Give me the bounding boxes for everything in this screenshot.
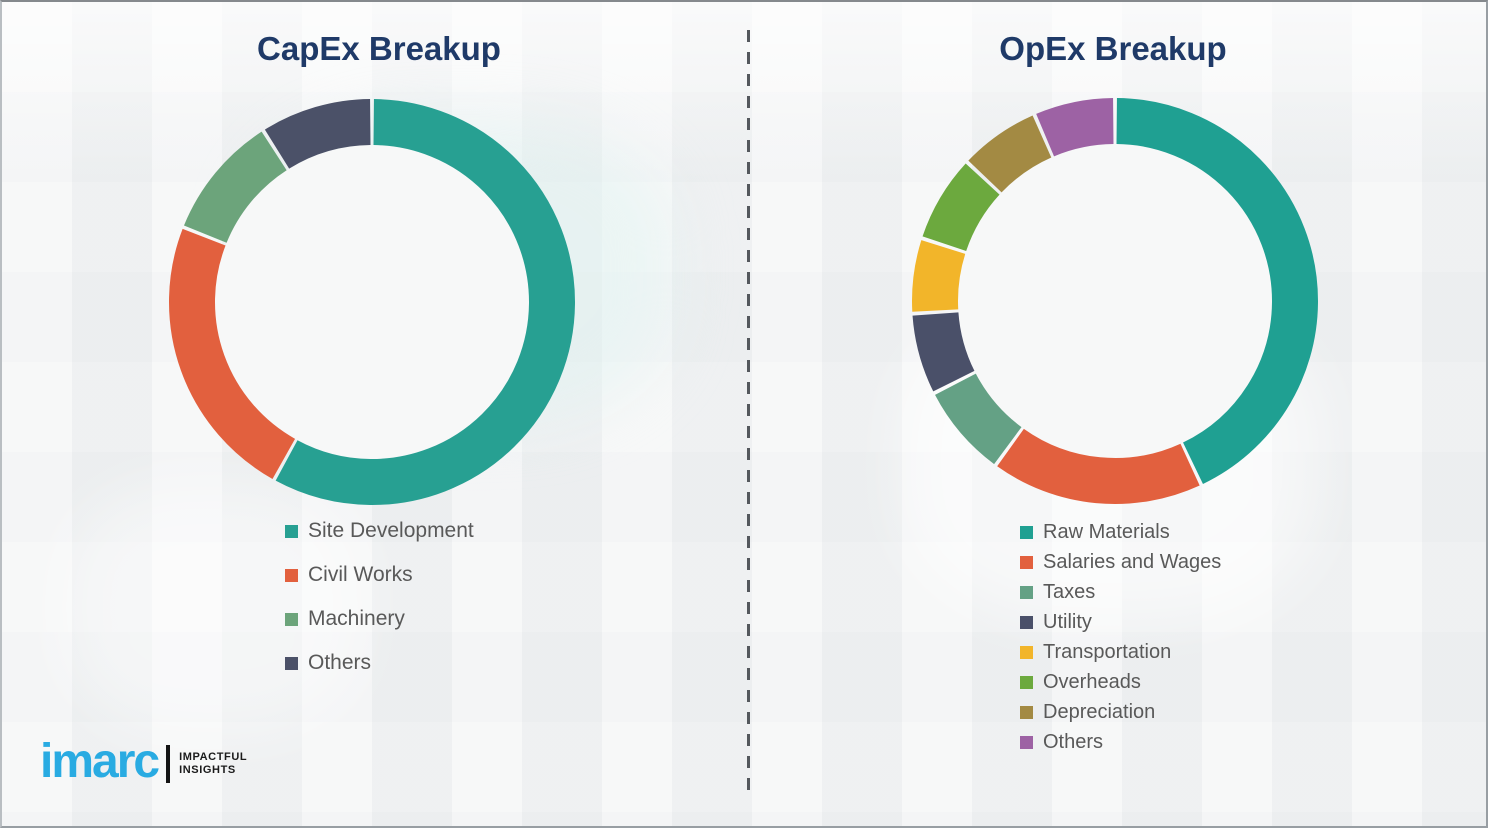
legend-item-civil-works: Civil Works [285, 553, 474, 597]
legend-item-site-development: Site Development [285, 509, 474, 553]
legend-label: Utility [1043, 610, 1092, 633]
legend-item-taxes: Taxes [1020, 577, 1221, 607]
legend-label: Transportation [1043, 640, 1172, 663]
others-swatch-icon [1020, 735, 1033, 749]
legend-label: Taxes [1043, 580, 1096, 603]
taxes-swatch-icon [1020, 585, 1033, 599]
utility-swatch-icon [1020, 615, 1033, 629]
legend-label: Machinery [308, 607, 405, 630]
logo-tagline-line1: IMPACTFUL [179, 751, 248, 763]
site-development-swatch-icon [285, 524, 298, 538]
capex-donut-chart [169, 99, 575, 505]
capex-legend: Site Development Civil Works Machinery Othe… [285, 509, 474, 685]
logo-tagline: IMPACTFUL INSIGHTS [179, 751, 247, 777]
legend-item-transportation: Transportation [1020, 637, 1221, 667]
donut-segment-civil-works [169, 99, 575, 505]
legend-item-others: Others [1020, 727, 1221, 757]
donut-segment-transportation [912, 98, 1318, 504]
legend-label: Others [308, 651, 372, 674]
donut-hole [958, 144, 1272, 458]
legend-label: Salaries and Wages [1043, 550, 1222, 573]
legend-item-others: Others [285, 641, 474, 685]
legend-label: Site Development [308, 519, 474, 542]
legend-label: Others [1043, 730, 1104, 753]
legend-label: Overheads [1043, 670, 1141, 693]
opex-chart-title: OpEx Breakup [999, 30, 1227, 67]
opex-legend: Raw Materials Salaries and Wages Taxes Util… [1020, 517, 1221, 757]
legend-item-overheads: Overheads [1020, 667, 1221, 697]
donut-segment-others [912, 97, 1318, 504]
donut-segment-utility [912, 98, 1318, 504]
raw-materials-swatch-icon [1020, 525, 1033, 539]
depreciation-swatch-icon [1020, 705, 1033, 719]
logo-tagline-line2: INSIGHTS [179, 764, 236, 776]
imarc-wordmark: imarc [40, 735, 160, 788]
donut-hole [215, 145, 529, 459]
salaries-and-wages-swatch-icon [1020, 555, 1033, 569]
legend-item-raw-materials: Raw Materials [1020, 517, 1221, 547]
divider-dashed-line [747, 30, 750, 792]
logo-divider-bar [166, 745, 171, 783]
legend-label: Raw Materials [1043, 520, 1170, 543]
donut-segment-raw-materials [912, 98, 1318, 504]
overheads-swatch-icon [1020, 675, 1033, 689]
opex-donut-chart [912, 97, 1318, 504]
others-swatch-icon [285, 656, 298, 670]
donut-segment-taxes [912, 98, 1318, 504]
legend-item-utility: Utility [1020, 607, 1221, 637]
imarc-logo: imarc IMPACTFUL INSIGHTS [40, 738, 247, 786]
legend-label: Civil Works [308, 563, 413, 586]
legend-item-depreciation: Depreciation [1020, 697, 1221, 727]
legend-label: Depreciation [1043, 700, 1156, 723]
transportation-swatch-icon [1020, 645, 1033, 659]
machinery-swatch-icon [285, 612, 298, 626]
donut-segment-machinery [169, 99, 575, 505]
donut-segment-depreciation [912, 98, 1318, 504]
civil-works-swatch-icon [285, 568, 298, 582]
donut-segment-overheads [912, 97, 1318, 504]
capex-chart-title: CapEx Breakup [257, 30, 501, 67]
legend-item-salaries-and-wages: Salaries and Wages [1020, 547, 1221, 577]
legend-item-machinery: Machinery [285, 597, 474, 641]
